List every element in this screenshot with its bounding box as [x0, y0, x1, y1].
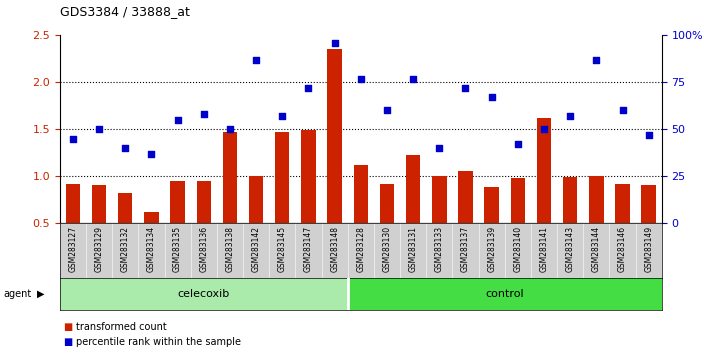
Text: GSM283146: GSM283146 [618, 226, 627, 272]
Text: control: control [486, 289, 524, 299]
Bar [510, 178, 525, 223]
Bar [301, 130, 315, 223]
Text: GSM283129: GSM283129 [94, 226, 103, 272]
Bar [589, 176, 603, 223]
Bar [249, 176, 263, 223]
Point [277, 113, 288, 119]
Point [539, 126, 550, 132]
Point [591, 57, 602, 63]
Bar [536, 118, 551, 223]
Bar [92, 185, 106, 223]
Text: GSM283131: GSM283131 [408, 226, 417, 272]
Text: GSM283145: GSM283145 [278, 226, 287, 272]
Point [565, 113, 576, 119]
Text: percentile rank within the sample: percentile rank within the sample [76, 337, 241, 347]
Bar [118, 193, 132, 223]
Text: GSM283144: GSM283144 [592, 226, 601, 272]
Bar [275, 132, 289, 223]
Bar [432, 176, 446, 223]
Point [198, 112, 209, 117]
Text: GSM283140: GSM283140 [513, 226, 522, 272]
Text: GSM283136: GSM283136 [199, 226, 208, 272]
Bar [615, 184, 629, 223]
Text: GSM283133: GSM283133 [435, 226, 444, 272]
Text: GSM283147: GSM283147 [304, 226, 313, 272]
Bar [327, 50, 342, 223]
Bar [222, 132, 237, 223]
Bar [196, 181, 211, 223]
Text: celecoxib: celecoxib [177, 289, 230, 299]
Text: GSM283127: GSM283127 [68, 226, 77, 272]
Text: GDS3384 / 33888_at: GDS3384 / 33888_at [60, 5, 189, 18]
Text: GSM283128: GSM283128 [356, 226, 365, 272]
Point [172, 117, 183, 122]
Text: GSM283138: GSM283138 [225, 226, 234, 272]
Point [120, 145, 131, 151]
Bar [563, 177, 577, 223]
Text: GSM283142: GSM283142 [251, 226, 260, 272]
Text: ■: ■ [63, 337, 73, 347]
Text: GSM283137: GSM283137 [461, 226, 470, 272]
Text: GSM283139: GSM283139 [487, 226, 496, 272]
Bar [348, 278, 662, 310]
Text: transformed count: transformed count [76, 322, 167, 332]
Bar [144, 212, 158, 223]
Bar [484, 187, 499, 223]
Text: agent: agent [4, 289, 32, 299]
Point [434, 145, 445, 151]
Point [382, 108, 393, 113]
Bar [406, 155, 420, 223]
Point [146, 151, 157, 156]
Text: GSM283134: GSM283134 [147, 226, 156, 272]
Bar [379, 184, 394, 223]
Point [251, 57, 262, 63]
Bar [170, 181, 185, 223]
Point [225, 126, 236, 132]
Text: GSM283135: GSM283135 [173, 226, 182, 272]
Bar [353, 165, 368, 223]
Point [617, 108, 628, 113]
Text: GSM283130: GSM283130 [382, 226, 391, 272]
Bar [60, 278, 348, 310]
Text: GSM283149: GSM283149 [644, 226, 653, 272]
Point [408, 76, 419, 81]
Text: GSM283132: GSM283132 [121, 226, 130, 272]
Point [355, 76, 366, 81]
Point [513, 141, 524, 147]
Point [94, 126, 105, 132]
Text: GSM283143: GSM283143 [565, 226, 574, 272]
Point [486, 95, 497, 100]
Bar [641, 185, 656, 223]
Text: GSM283141: GSM283141 [539, 226, 548, 272]
Text: GSM283148: GSM283148 [330, 226, 339, 272]
Point [643, 132, 654, 138]
Point [329, 40, 340, 46]
Bar [65, 184, 80, 223]
Bar [458, 171, 472, 223]
Point [68, 136, 79, 142]
Text: ■: ■ [63, 322, 73, 332]
Text: ▶: ▶ [37, 289, 44, 299]
Point [460, 85, 471, 91]
Point [303, 85, 314, 91]
